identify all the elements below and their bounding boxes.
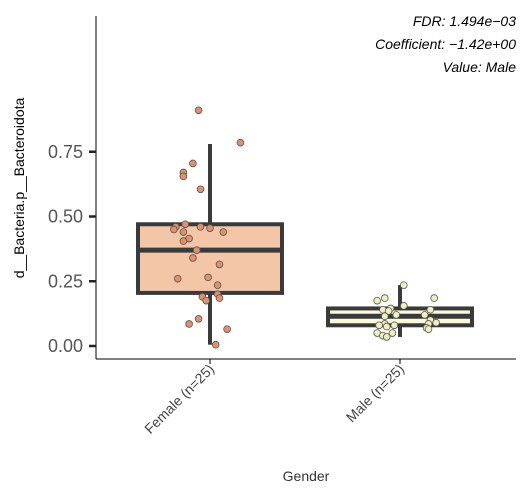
data-point-female <box>236 138 245 147</box>
boxes-layer <box>136 143 474 345</box>
data-point-male <box>392 311 401 319</box>
data-point-male <box>373 296 382 305</box>
data-point-male <box>432 318 440 327</box>
data-point-female <box>194 315 203 323</box>
y-tick-label: 0.00 <box>48 336 83 356</box>
data-point-female <box>204 273 212 282</box>
axes-layer <box>95 16 516 360</box>
data-point-male <box>399 302 408 310</box>
data-point-male <box>382 322 391 331</box>
data-point-male <box>430 294 439 302</box>
data-point-male <box>384 307 393 315</box>
annotation-fdr: FDR: 1.494e−03 <box>413 13 516 29</box>
data-point-male <box>388 329 397 337</box>
data-point-female <box>213 281 222 289</box>
data-point-female <box>179 172 188 181</box>
data-point-female <box>192 246 201 254</box>
data-point-female <box>179 228 188 236</box>
data-point-female <box>223 325 231 333</box>
data-point-male <box>375 321 383 330</box>
data-point-female <box>185 320 193 328</box>
data-point-female <box>194 106 203 115</box>
data-point-female <box>196 185 205 194</box>
x-axis-title: Gender <box>283 468 330 484</box>
data-point-male <box>399 281 408 289</box>
data-point-male <box>380 312 389 321</box>
data-point-female <box>211 340 220 349</box>
data-point-female <box>189 159 197 168</box>
data-point-female <box>196 223 205 231</box>
annotation-coefficient: Coefficient: −1.42e+00 <box>375 36 516 52</box>
data-point-male <box>424 325 433 333</box>
box-female <box>136 222 284 295</box>
data-point-female <box>215 294 224 302</box>
annotation-value: Value: Male <box>443 59 517 75</box>
y-tick-label: 0.25 <box>48 271 83 291</box>
data-point-female <box>179 237 188 245</box>
x-ticks: Female (n=25) Male (n=25) <box>141 359 407 437</box>
x-tick-label-female: Female (n=25) <box>141 361 217 437</box>
x-tick-label-male: Male (n=25) <box>343 361 407 425</box>
data-point-male <box>390 321 399 330</box>
data-point-female <box>215 260 224 269</box>
y-ticks: 0.00 0.25 0.50 0.75 <box>48 142 96 356</box>
data-point-female <box>181 220 190 229</box>
data-point-male <box>380 294 389 302</box>
y-tick-label: 0.75 <box>48 142 83 162</box>
data-point-male <box>382 333 391 341</box>
data-point-male <box>420 311 429 319</box>
data-point-female <box>202 296 211 305</box>
data-point-female <box>173 274 182 283</box>
data-point-female <box>189 254 197 262</box>
data-point-female <box>219 228 228 236</box>
data-point-female <box>206 224 214 232</box>
data-point-male <box>426 305 435 314</box>
y-tick-label: 0.50 <box>48 207 83 227</box>
data-point-female <box>170 225 178 234</box>
points-layer <box>170 106 440 349</box>
y-axis-title: d__Bacteria.p__Bacteroidota <box>11 98 27 279</box>
